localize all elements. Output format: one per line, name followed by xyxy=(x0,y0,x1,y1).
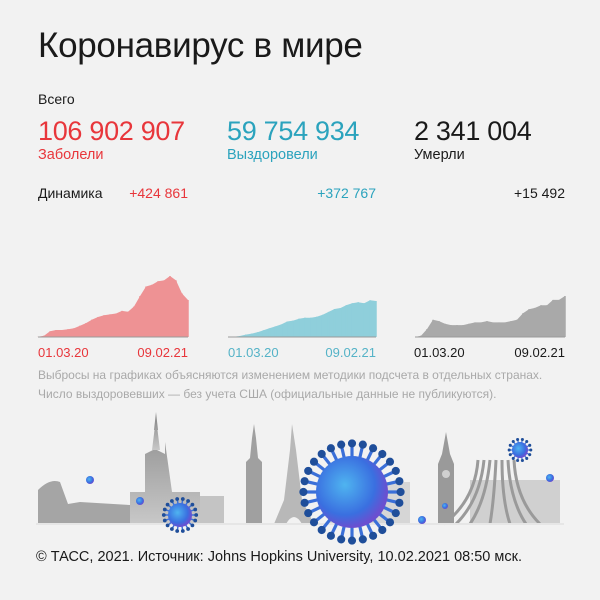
virus-icon xyxy=(136,497,144,505)
recovered-label: Выздоровели xyxy=(227,147,318,163)
virus-icon xyxy=(161,497,199,533)
chart-2-area xyxy=(415,296,565,337)
deaths-x-start: 01.03.20 xyxy=(414,345,465,360)
eiffel-tower-icon xyxy=(274,424,314,524)
footer-source: © ТАСС, 2021. Источник: Johns Hopkins Un… xyxy=(36,549,522,565)
note-outliers: Выбросы на графиках объясняются изменени… xyxy=(38,368,543,382)
recovered-delta: +372 767 xyxy=(317,185,376,201)
colosseum-icon xyxy=(38,481,130,524)
virus-icon xyxy=(507,437,533,463)
cases-x-end: 09.02.21 xyxy=(137,345,188,360)
moscow-tower-icon xyxy=(130,412,200,524)
chart-0-area xyxy=(38,276,188,337)
cases-delta: +424 861 xyxy=(129,185,188,201)
deaths-label: Умерли xyxy=(414,147,465,163)
cases-x-start: 01.03.20 xyxy=(38,345,89,360)
virus-icon xyxy=(86,476,94,484)
chart-1-area xyxy=(228,300,376,337)
recovered-x-end: 09.02.21 xyxy=(325,345,376,360)
empire-state-icon xyxy=(246,424,262,524)
big-ben-icon xyxy=(438,432,454,524)
virus-icon xyxy=(299,439,405,545)
virus-icon xyxy=(442,503,448,509)
skyline-illustration xyxy=(36,412,564,545)
cases-label: Заболели xyxy=(38,147,104,163)
virus-icon xyxy=(546,474,554,482)
brasilia-cathedral-icon xyxy=(443,459,542,526)
deaths-x-end: 09.02.21 xyxy=(514,345,565,360)
page-title: Коронавирус в мире xyxy=(38,26,363,65)
dynamics-label: Динамика xyxy=(38,185,103,201)
deaths-delta: +15 492 xyxy=(514,185,565,201)
virus-icon xyxy=(418,516,426,524)
recovered-x-start: 01.03.20 xyxy=(228,345,279,360)
cases-total: 106 902 907 xyxy=(38,116,185,146)
total-label: Всего xyxy=(38,91,75,107)
note-recovered: Число выздоровевших — без учета США (офи… xyxy=(38,387,497,401)
recovered-total: 59 754 934 xyxy=(227,116,360,146)
deaths-total: 2 341 004 xyxy=(414,116,532,146)
